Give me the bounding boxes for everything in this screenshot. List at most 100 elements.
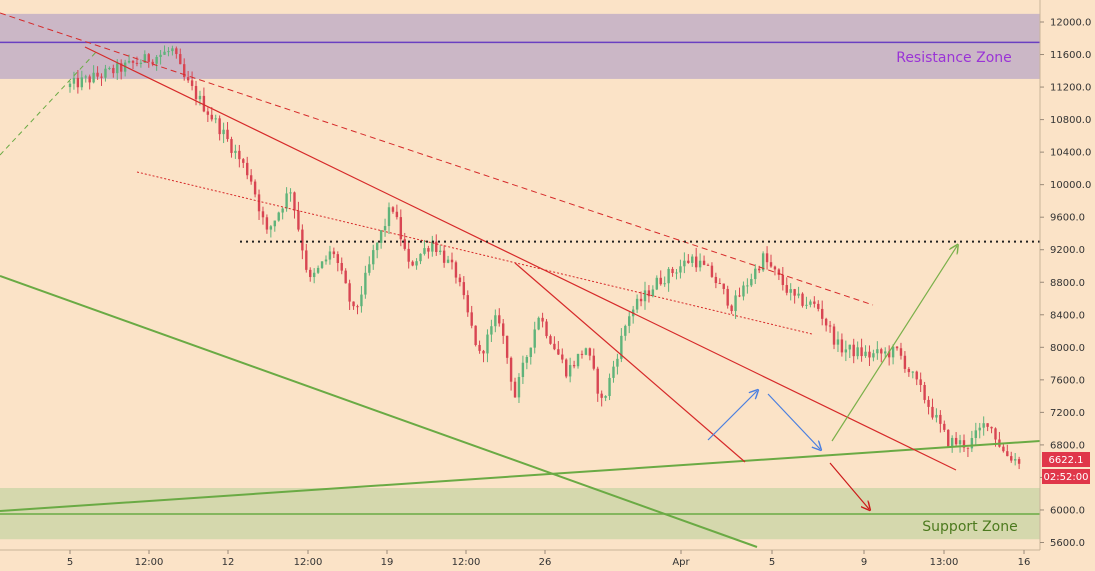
candle-body xyxy=(773,266,777,270)
resistance-zone-label: Resistance Zone xyxy=(896,50,1012,66)
candle-body xyxy=(604,395,607,398)
candle-body xyxy=(647,290,651,297)
candle-body xyxy=(403,239,406,249)
x-axis-tick-label: 12 xyxy=(222,557,235,568)
candle-body xyxy=(517,377,521,398)
candle-body xyxy=(92,72,95,83)
y-axis-tick-label: 8400.0 xyxy=(1050,310,1085,321)
candle-body xyxy=(179,54,182,65)
candle-body xyxy=(1017,459,1021,464)
candle-body xyxy=(375,242,379,251)
candle-body xyxy=(466,295,469,313)
candle-body xyxy=(655,277,659,290)
current-price-tag: 6622.1 xyxy=(1042,452,1090,467)
candle-body xyxy=(600,393,603,398)
candle-body xyxy=(344,270,347,284)
x-axis-tick-label: 9 xyxy=(861,557,867,568)
x-axis-labels: 5 12:00 12 12:00 19 12:00 26 Apr 5 9 13:00 16 xyxy=(67,550,1030,568)
candle-body xyxy=(415,261,418,266)
candle-body xyxy=(454,262,458,278)
candle-body xyxy=(966,447,970,449)
x-axis-tick-label: 12:00 xyxy=(135,557,164,568)
candle-body xyxy=(190,80,194,86)
x-axis-tick-label: 12:00 xyxy=(294,557,323,568)
candle-body xyxy=(442,250,446,263)
candle-body xyxy=(135,62,139,64)
candle-body xyxy=(824,318,828,326)
candle-body xyxy=(525,357,529,363)
candle-body xyxy=(309,269,312,278)
candle-body xyxy=(950,437,954,447)
candle-body xyxy=(659,277,662,285)
candle-body xyxy=(372,250,375,265)
candle-body xyxy=(316,267,320,273)
candle-body xyxy=(116,63,119,74)
candle-body xyxy=(210,114,213,120)
support-trendline xyxy=(0,440,1041,512)
candle-body xyxy=(568,365,572,377)
candle-body xyxy=(836,339,840,345)
candle-body xyxy=(553,343,556,350)
candle-body xyxy=(911,371,914,373)
candle-body xyxy=(935,414,938,418)
candle-body xyxy=(498,315,501,324)
candle-body xyxy=(962,440,966,448)
candle-body xyxy=(273,220,276,227)
candle-body xyxy=(249,175,253,182)
candle-body xyxy=(643,290,647,302)
candle-body xyxy=(1010,456,1013,461)
candle-body xyxy=(856,347,859,357)
candle-body xyxy=(722,283,725,289)
projection-arrow-bearish xyxy=(829,462,869,509)
dashed-green-trendline xyxy=(0,49,99,156)
candle-body xyxy=(789,289,792,293)
candle-body xyxy=(147,54,150,62)
candle-body xyxy=(635,298,639,310)
y-axis-tick-label: 8000.0 xyxy=(1050,343,1085,354)
candle-body xyxy=(104,68,107,78)
countdown-tag-bg xyxy=(1042,469,1090,484)
candle-body xyxy=(651,289,655,297)
y-axis-tick-label: 8800.0 xyxy=(1050,278,1085,289)
candle-body xyxy=(482,350,485,354)
candle-body xyxy=(675,272,678,274)
candle-body xyxy=(860,347,863,357)
candle-body xyxy=(710,265,714,277)
candle-body xyxy=(139,62,143,64)
candle-body xyxy=(96,72,99,77)
candle-body xyxy=(167,51,170,53)
candle-body xyxy=(533,329,536,348)
candle-body xyxy=(159,54,162,57)
candle-body xyxy=(119,63,123,72)
y-axis-tick-label: 7600.0 xyxy=(1050,375,1085,386)
candle-body xyxy=(450,259,454,263)
candle-body xyxy=(277,212,280,221)
y-axis-tick-label: 10400.0 xyxy=(1050,148,1091,159)
candle-body xyxy=(387,207,391,227)
candle-body xyxy=(714,276,718,284)
candle-body xyxy=(502,323,505,336)
candle-body xyxy=(954,437,958,445)
candle-body xyxy=(399,217,403,240)
candle-body xyxy=(797,293,800,296)
candle-body xyxy=(72,77,76,84)
candle-body xyxy=(312,272,316,278)
candle-body xyxy=(541,317,544,322)
candle-body xyxy=(907,368,911,373)
candle-body xyxy=(923,385,926,400)
candle-body xyxy=(222,129,225,135)
candle-body xyxy=(978,427,981,431)
price-tag-text: 6622.1 xyxy=(1049,455,1084,466)
candle-body xyxy=(269,226,273,230)
zones-layer xyxy=(0,13,1040,540)
candle-body xyxy=(683,260,686,267)
candle-body xyxy=(163,51,166,55)
candle-body xyxy=(368,264,371,273)
candle-body xyxy=(895,346,899,349)
candle-body xyxy=(411,261,414,266)
candle-body xyxy=(887,351,891,358)
candle-body xyxy=(348,283,351,302)
candle-body xyxy=(832,326,836,345)
